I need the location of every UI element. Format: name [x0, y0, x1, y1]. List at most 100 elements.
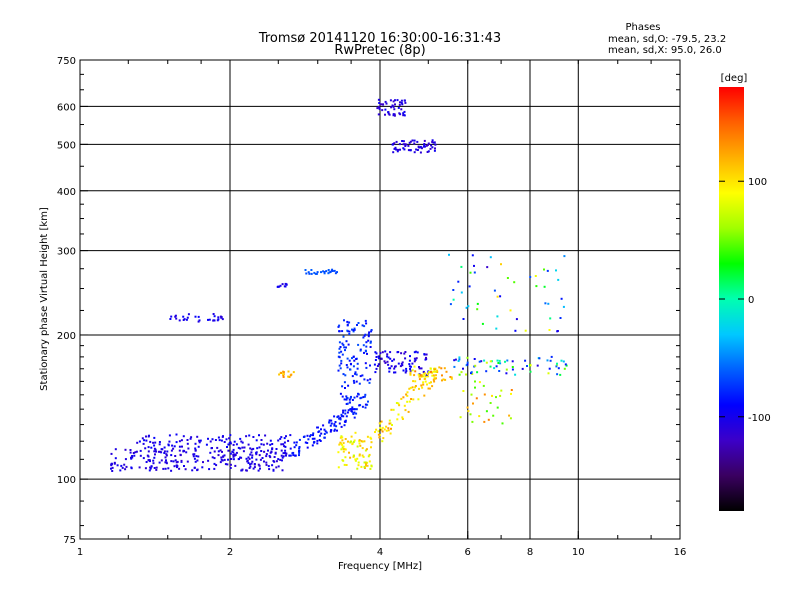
data-point: [412, 389, 415, 391]
data-point: [281, 459, 283, 462]
data-point: [348, 333, 351, 335]
data-point: [392, 100, 395, 103]
data-point: [398, 143, 401, 146]
data-point: [274, 452, 277, 455]
data-point: [565, 364, 568, 367]
data-point: [363, 467, 366, 469]
data-point: [345, 464, 348, 466]
data-point: [240, 440, 243, 443]
data-point: [343, 420, 346, 423]
data-point: [173, 445, 176, 448]
data-point: [158, 461, 161, 464]
data-point: [416, 149, 419, 151]
data-point: [245, 435, 248, 438]
data-point: [333, 423, 336, 426]
data-point: [420, 367, 423, 370]
data-point: [400, 99, 403, 102]
data-point: [368, 460, 371, 463]
data-point: [386, 353, 389, 356]
data-point: [235, 451, 238, 454]
data-point: [433, 370, 435, 373]
data-point: [377, 433, 380, 436]
data-point: [293, 441, 296, 444]
data-point: [392, 113, 395, 116]
data-point: [238, 458, 240, 460]
y-tick-label: 750: [57, 56, 76, 67]
data-point: [366, 403, 369, 406]
data-point: [414, 386, 417, 389]
data-point: [333, 429, 336, 432]
y-tick-label: 600: [57, 102, 76, 113]
data-point: [186, 439, 189, 441]
data-point: [131, 455, 134, 457]
data-point: [474, 380, 476, 383]
data-point: [253, 466, 256, 469]
data-point: [349, 408, 352, 411]
data-point: [524, 359, 527, 362]
data-point: [278, 373, 281, 376]
data-point: [402, 143, 405, 146]
data-point: [312, 432, 315, 435]
data-point: [399, 365, 402, 368]
data-point: [511, 368, 514, 371]
data-point: [293, 446, 296, 449]
data-point: [289, 374, 292, 377]
data-point: [119, 469, 122, 472]
data-point: [186, 442, 189, 445]
data-point: [436, 371, 439, 373]
data-point: [426, 373, 429, 375]
data-point: [476, 308, 479, 311]
data-point: [409, 372, 412, 375]
data-point: [409, 370, 412, 373]
data-point: [131, 456, 134, 459]
data-point: [234, 453, 236, 456]
data-point: [268, 468, 271, 471]
data-point: [249, 447, 252, 450]
data-point: [369, 346, 372, 348]
data-point: [458, 373, 461, 376]
data-point: [354, 372, 357, 375]
data-point: [166, 450, 169, 453]
data-point: [348, 451, 350, 454]
data-point: [406, 391, 409, 394]
data-point: [354, 459, 357, 462]
data-point: [459, 416, 462, 419]
data-point: [430, 370, 432, 373]
data-point: [342, 442, 345, 445]
data-point: [147, 446, 150, 449]
data-point: [180, 459, 183, 462]
data-point: [404, 409, 407, 412]
data-point: [438, 366, 441, 369]
data-point: [403, 99, 406, 102]
data-point: [422, 370, 425, 373]
data-point: [374, 351, 377, 354]
data-point: [283, 285, 286, 288]
data-point: [150, 465, 153, 468]
data-point: [349, 456, 352, 459]
data-point: [344, 448, 347, 451]
data-point: [213, 467, 216, 470]
data-point: [377, 355, 380, 358]
data-point: [375, 367, 378, 370]
data-point: [401, 361, 404, 364]
data-point: [240, 469, 243, 472]
data-point: [219, 449, 222, 452]
data-point: [364, 461, 367, 464]
data-point: [255, 453, 258, 456]
data-point: [219, 461, 222, 464]
data-point: [193, 466, 196, 469]
data-point: [139, 454, 142, 457]
data-point: [387, 427, 390, 430]
data-point: [147, 450, 150, 453]
data-point: [153, 456, 156, 459]
data-point: [178, 449, 181, 452]
data-point: [232, 458, 235, 461]
data-point: [258, 454, 261, 457]
data-point: [338, 341, 341, 344]
data-point: [247, 456, 250, 459]
data-point: [228, 437, 231, 440]
data-point: [427, 150, 430, 153]
data-point: [231, 450, 234, 453]
data-point: [394, 99, 396, 102]
data-point: [418, 378, 421, 381]
